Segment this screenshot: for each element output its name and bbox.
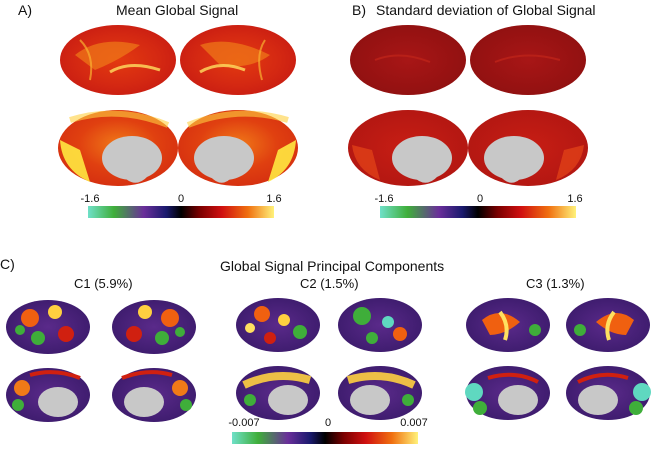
panel-c-colorbar	[232, 432, 418, 444]
panel-a-colorbar-min: -1.6	[80, 193, 100, 205]
panel-c2-lateral-left	[236, 298, 320, 352]
panel-c1-medial-right	[112, 368, 196, 422]
panel-c1-medial-left	[6, 368, 90, 422]
panel-c1-lateral-right	[112, 300, 196, 354]
panel-a-medial-right	[178, 110, 298, 186]
panel-a-colorbar-max: 1.6	[266, 193, 282, 205]
panel-c-title: Global Signal Principal Components	[220, 258, 445, 274]
panel-a-lateral-right	[180, 25, 296, 95]
panel-a-label: A)	[18, 2, 32, 18]
component-c3-label: C3 (1.3%)	[526, 276, 585, 291]
panel-c2-medial-right	[338, 366, 422, 420]
panel-b-label: B)	[352, 2, 366, 18]
panel-c-label: C)	[0, 256, 15, 272]
panel-a-medial-left	[58, 110, 178, 186]
panel-c-colorbar-mid: 0	[324, 417, 332, 429]
panel-b-colorbar-mid: 0	[476, 193, 484, 205]
panel-b-colorbar-min: -1.6	[374, 193, 394, 205]
panel-b-colorbar-max: 1.6	[567, 193, 583, 205]
panel-b-title: Standard deviation of Global Signal	[376, 2, 596, 18]
panel-c3-lateral-left	[466, 298, 550, 352]
panel-b-medial-left	[348, 110, 468, 186]
panel-c3-medial-left	[465, 366, 550, 420]
panel-a-colorbar	[88, 206, 274, 218]
panel-b-colorbar	[380, 206, 576, 218]
component-c2-label: C2 (1.5%)	[300, 276, 359, 291]
panel-a-lateral-left	[60, 25, 176, 95]
component-c1-label: C1 (5.9%)	[74, 276, 133, 291]
panel-c3-medial-right	[566, 366, 651, 420]
panel-c3-lateral-right	[566, 298, 650, 352]
panel-b-lateral-left	[350, 25, 466, 95]
panel-c-colorbar-min: -0.007	[228, 417, 260, 429]
panel-c2-lateral-right	[338, 298, 422, 352]
panel-b-lateral-right	[470, 25, 586, 95]
panel-c2-medial-left	[236, 366, 320, 420]
panel-c1-lateral-left	[6, 300, 90, 354]
panel-a-title: Mean Global Signal	[116, 2, 239, 18]
panel-a-colorbar-mid: 0	[177, 193, 185, 205]
panel-b-medial-right	[468, 110, 588, 186]
panel-c-colorbar-max: 0.007	[400, 417, 428, 429]
